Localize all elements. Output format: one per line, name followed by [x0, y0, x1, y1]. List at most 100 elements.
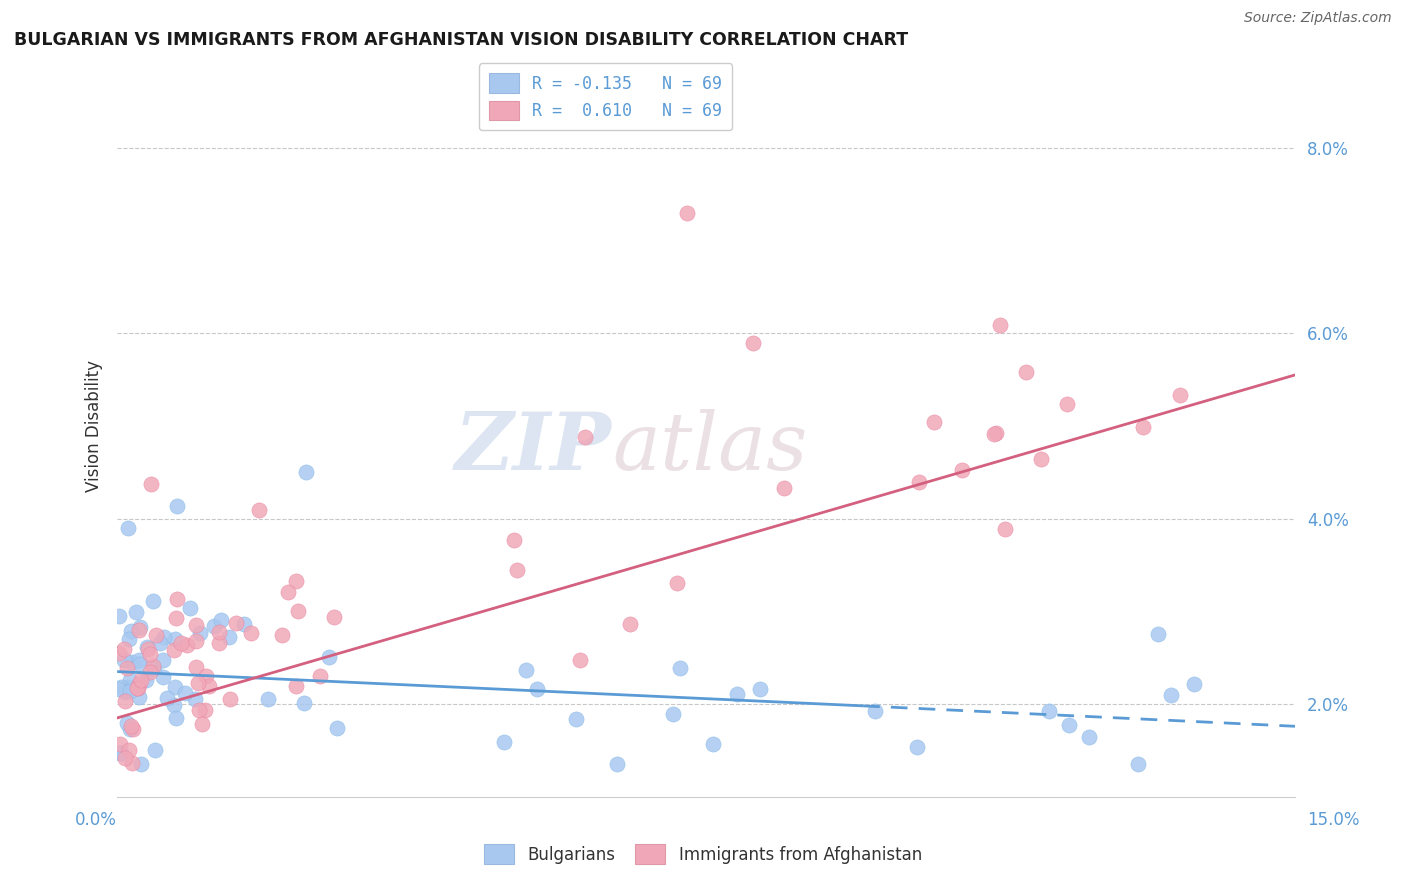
Point — [117, 521, 139, 535]
Text: atlas: atlas — [612, 409, 807, 487]
Point — [749, 682, 772, 697]
Point — [118, 673, 141, 688]
Point — [174, 686, 197, 700]
Point — [135, 640, 157, 655]
Point — [114, 694, 136, 708]
Point — [162, 642, 184, 657]
Point — [142, 658, 165, 673]
Point — [984, 425, 1007, 440]
Point — [606, 757, 628, 772]
Point — [494, 735, 516, 749]
Point — [139, 477, 162, 491]
Point — [257, 692, 280, 706]
Point — [271, 627, 294, 641]
Point — [184, 634, 207, 648]
Point — [950, 463, 973, 477]
Point — [125, 605, 148, 619]
Point — [108, 746, 131, 760]
Point — [129, 757, 152, 772]
Point — [114, 751, 136, 765]
Point — [1077, 731, 1099, 745]
Point — [195, 669, 218, 683]
Point — [666, 576, 689, 591]
Point — [239, 626, 262, 640]
Point — [128, 677, 150, 691]
Text: ZIP: ZIP — [456, 409, 612, 487]
Point — [156, 690, 179, 705]
Point — [121, 655, 143, 669]
Point — [865, 704, 887, 718]
Point — [139, 665, 162, 679]
Point — [115, 716, 138, 731]
Point — [127, 681, 149, 695]
Point — [905, 739, 928, 754]
Point — [128, 690, 150, 705]
Point — [117, 680, 139, 694]
Point — [994, 522, 1017, 536]
Point — [277, 585, 299, 599]
Point — [107, 609, 129, 624]
Point — [326, 721, 349, 735]
Point — [128, 652, 150, 666]
Y-axis label: Vision Disability: Vision Disability — [86, 360, 103, 491]
Point — [108, 682, 131, 697]
Point — [702, 737, 724, 751]
Point — [152, 653, 174, 667]
Text: Source: ZipAtlas.com: Source: ZipAtlas.com — [1244, 12, 1392, 25]
Point — [107, 646, 129, 660]
Point — [526, 681, 548, 696]
Point — [142, 661, 165, 675]
Point — [120, 718, 142, 732]
Point — [115, 661, 138, 675]
Point — [122, 722, 145, 736]
Point — [218, 630, 240, 644]
Point — [110, 680, 132, 694]
Point — [120, 624, 142, 638]
Legend: Bulgarians, Immigrants from Afghanistan: Bulgarians, Immigrants from Afghanistan — [478, 838, 928, 871]
Point — [121, 756, 143, 770]
Point — [191, 717, 214, 731]
Point — [1132, 419, 1154, 434]
Point — [129, 620, 152, 634]
Point — [247, 503, 270, 517]
Point — [675, 205, 697, 219]
Point — [323, 609, 346, 624]
Point — [218, 692, 240, 706]
Point — [129, 657, 152, 671]
Point — [202, 619, 225, 633]
Point — [505, 563, 527, 577]
Point — [114, 685, 136, 699]
Point — [163, 680, 186, 694]
Point — [163, 632, 186, 647]
Point — [112, 642, 135, 657]
Point — [515, 664, 537, 678]
Point — [162, 698, 184, 712]
Point — [118, 723, 141, 737]
Point — [110, 737, 132, 751]
Point — [176, 638, 198, 652]
Point — [225, 615, 247, 630]
Point — [194, 703, 217, 717]
Point — [149, 636, 172, 650]
Point — [152, 669, 174, 683]
Point — [1015, 365, 1038, 379]
Point — [662, 706, 685, 721]
Point — [128, 681, 150, 695]
Legend: R = -0.135   N = 69, R =  0.610   N = 69: R = -0.135 N = 69, R = 0.610 N = 69 — [479, 63, 733, 130]
Point — [128, 623, 150, 637]
Point — [136, 642, 159, 657]
Point — [1057, 717, 1080, 731]
Point — [1182, 676, 1205, 690]
Point — [725, 687, 748, 701]
Point — [983, 427, 1005, 442]
Point — [165, 611, 187, 625]
Point — [135, 673, 157, 687]
Point — [309, 669, 332, 683]
Point — [287, 605, 309, 619]
Text: BULGARIAN VS IMMIGRANTS FROM AFGHANISTAN VISION DISABILITY CORRELATION CHART: BULGARIAN VS IMMIGRANTS FROM AFGHANISTAN… — [14, 31, 908, 49]
Point — [138, 648, 160, 662]
Point — [232, 616, 254, 631]
Point — [1038, 704, 1060, 718]
Point — [568, 652, 591, 666]
Point — [209, 613, 232, 627]
